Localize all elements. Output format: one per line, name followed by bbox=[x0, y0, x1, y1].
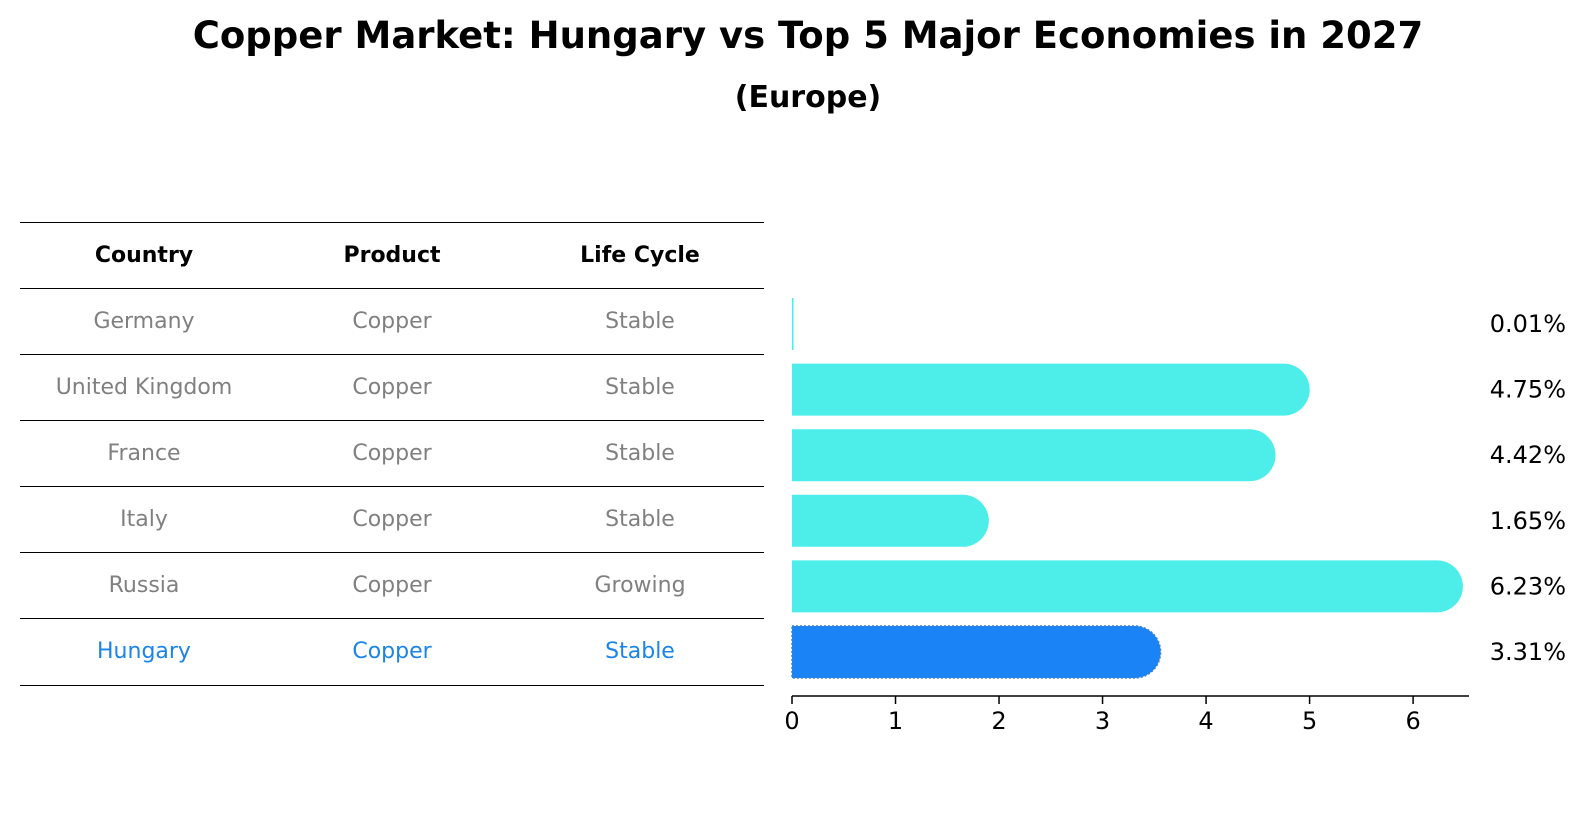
cell-country: France bbox=[107, 441, 181, 466]
bar-russia bbox=[792, 560, 1463, 613]
table-row: Italy Copper Stable bbox=[20, 486, 764, 552]
cell-country: United Kingdom bbox=[55, 375, 233, 400]
cell-life-cycle: Stable bbox=[605, 507, 675, 532]
table-row: France Copper Stable bbox=[20, 420, 764, 486]
data-table: Country Product Life Cycle Germany Coppe… bbox=[20, 222, 764, 686]
value-label: 1.65% bbox=[1490, 507, 1566, 535]
cell-life-cycle: Stable bbox=[605, 441, 675, 466]
x-tick-label: 1 bbox=[888, 707, 903, 735]
cell-country: Hungary bbox=[97, 639, 191, 665]
x-axis: 0 1 2 3 4 5 6 bbox=[784, 695, 1469, 735]
value-label: 0.01% bbox=[1490, 310, 1566, 338]
value-label: 4.42% bbox=[1490, 441, 1566, 469]
x-tick-label: 2 bbox=[991, 707, 1006, 735]
x-tick-label: 4 bbox=[1198, 707, 1213, 735]
chart-title: Copper Market: Hungary vs Top 5 Major Ec… bbox=[192, 14, 1424, 57]
cell-product: Copper bbox=[352, 375, 432, 400]
x-tick-label: 0 bbox=[784, 707, 799, 735]
x-tick-label: 5 bbox=[1302, 707, 1317, 735]
cell-life-cycle: Growing bbox=[594, 573, 686, 598]
value-label: 6.23% bbox=[1490, 572, 1566, 600]
cell-life-cycle: Stable bbox=[605, 639, 675, 665]
bar-germany bbox=[792, 298, 794, 350]
bar-hungary bbox=[791, 625, 1162, 679]
value-labels: 0.01% 4.75% 4.42% 1.65% 6.23% 3.31% bbox=[1490, 310, 1566, 666]
cell-country: Italy bbox=[120, 507, 168, 532]
value-label: 4.75% bbox=[1490, 376, 1566, 404]
bars-layer bbox=[791, 298, 1463, 679]
table-row: Russia Copper Growing bbox=[20, 552, 764, 618]
cell-product: Copper bbox=[352, 573, 432, 598]
cell-product: Copper bbox=[352, 309, 432, 334]
value-label: 3.31% bbox=[1490, 638, 1566, 666]
cell-life-cycle: Stable bbox=[605, 375, 675, 400]
cell-product: Copper bbox=[352, 639, 432, 665]
x-tick-label: 6 bbox=[1405, 707, 1420, 735]
table-row: Germany Copper Stable bbox=[20, 288, 764, 354]
cell-product: Copper bbox=[352, 507, 432, 532]
bar-united-kingdom bbox=[792, 363, 1310, 416]
header-life-cycle: Life Cycle bbox=[580, 243, 700, 268]
header-product: Product bbox=[343, 243, 441, 268]
table-header-row: Country Product Life Cycle bbox=[20, 222, 764, 288]
cell-country: Germany bbox=[93, 309, 195, 334]
table-row-highlight: Hungary Copper Stable bbox=[20, 618, 764, 686]
bar-france bbox=[792, 429, 1276, 482]
header-country: Country bbox=[94, 243, 194, 268]
x-tick-label: 3 bbox=[1095, 707, 1110, 735]
chart-subtitle: (Europe) bbox=[734, 80, 882, 115]
cell-product: Copper bbox=[352, 441, 432, 466]
table-row: United Kingdom Copper Stable bbox=[20, 354, 764, 420]
cell-country: Russia bbox=[108, 573, 180, 598]
cell-life-cycle: Stable bbox=[605, 309, 675, 334]
bar-italy bbox=[792, 494, 989, 547]
